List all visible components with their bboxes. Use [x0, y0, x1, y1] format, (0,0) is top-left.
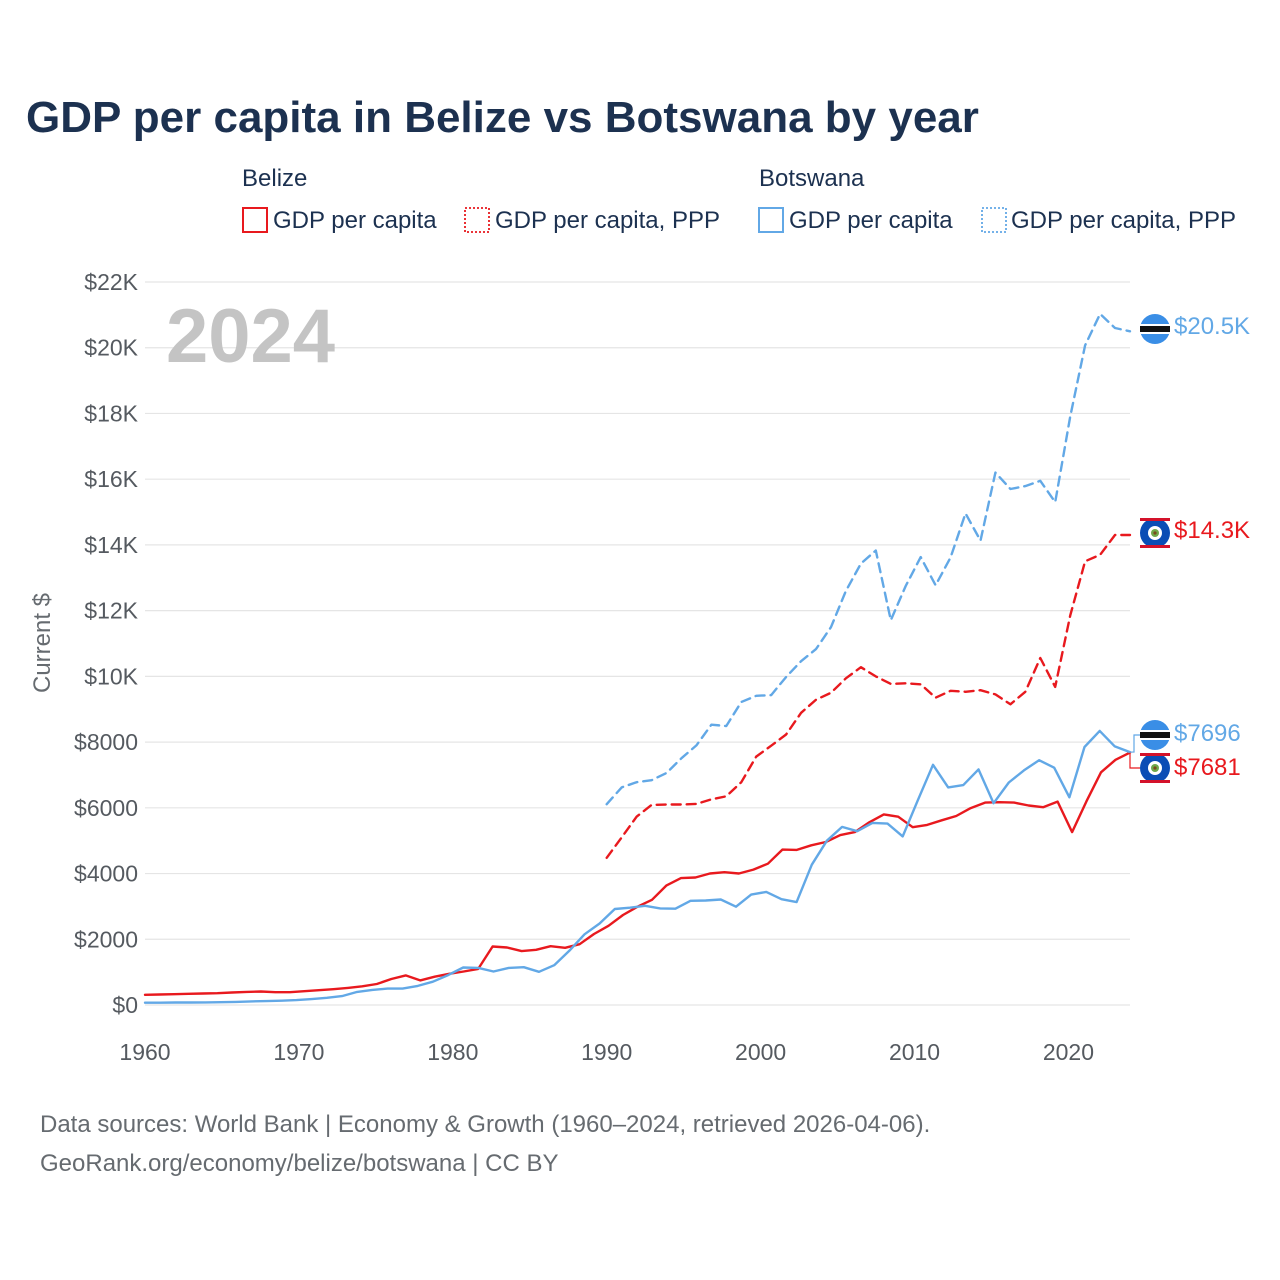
series-line-botswana-ppp	[605, 312, 1132, 806]
end-label-botswana-ppp: $20.5K	[1174, 313, 1250, 340]
y-tick-label: $8000	[74, 729, 138, 755]
end-label-botswana-gdp: $7696	[1174, 720, 1241, 747]
y-tick-label: $0	[112, 992, 138, 1018]
end-markers: $20.5K $14.3K $7696 $7681	[1129, 313, 1250, 783]
legend-label-belize-gdp: GDP per capita	[273, 207, 437, 234]
x-tick-label: 1990	[581, 1039, 632, 1065]
legend: Belize GDP per capita GDP per capita, PP…	[242, 165, 1236, 234]
x-tick-label: 2010	[889, 1039, 940, 1065]
legend-swatch-belize-ppp	[464, 207, 490, 233]
y-tick-label: $14K	[84, 532, 138, 558]
belize-flag-icon	[1140, 518, 1170, 548]
gridlines	[145, 281, 1130, 1006]
legend-swatch-botswana-ppp	[981, 207, 1007, 233]
y-tick-label: $20K	[84, 335, 138, 361]
y-tick-label: $12K	[84, 598, 138, 624]
y-tick-label: $2000	[74, 926, 138, 952]
y-tick-label: $16K	[84, 466, 138, 492]
botswana-flag-icon	[1140, 720, 1170, 750]
legend-label-botswana-gdp: GDP per capita	[789, 207, 953, 234]
y-axis-ticks: $0 $2000 $4000 $6000 $8000 $10K $12K $14K $16K $1…	[74, 269, 139, 1018]
legend-label-belize-ppp: GDP per capita, PPP	[495, 207, 720, 234]
series-line-botswana-gdp	[143, 729, 1132, 1004]
x-tick-label: 1980	[427, 1039, 478, 1065]
end-label-belize-gdp: $7681	[1174, 754, 1241, 781]
x-axis-ticks: 1960 1970 1980 1990 2000 2010 2020	[119, 1039, 1094, 1065]
legend-swatch-belize-gdp	[242, 207, 268, 233]
source-line-1: Data sources: World Bank | Economy & Gro…	[40, 1111, 930, 1138]
source-line-2: GeoRank.org/economy/belize/botswana | CC…	[40, 1150, 559, 1177]
connector-belize-gdp	[1129, 752, 1140, 769]
chart-title: GDP per capita in Belize vs Botswana by …	[26, 93, 979, 142]
y-tick-label: $4000	[74, 861, 138, 887]
series-line-belize-ppp	[605, 533, 1132, 859]
x-tick-label: 2000	[735, 1039, 786, 1065]
y-tick-label: $10K	[84, 663, 138, 689]
x-tick-label: 1960	[119, 1039, 170, 1065]
belize-flag-icon	[1140, 753, 1170, 783]
y-tick-label: $18K	[84, 400, 138, 426]
y-tick-label: $22K	[84, 269, 138, 295]
legend-swatch-botswana-gdp	[758, 207, 784, 233]
botswana-flag-icon	[1140, 314, 1170, 344]
y-axis-label: Current $	[29, 593, 56, 693]
series-lines	[143, 312, 1132, 1004]
legend-label-botswana-ppp: GDP per capita, PPP	[1011, 207, 1236, 234]
year-watermark: 2024	[166, 294, 335, 379]
legend-group-title-belize: Belize	[242, 165, 307, 192]
end-label-belize-ppp: $14.3K	[1174, 517, 1250, 544]
x-tick-label: 2020	[1043, 1039, 1094, 1065]
x-tick-label: 1970	[273, 1039, 324, 1065]
y-tick-label: $6000	[74, 795, 138, 821]
legend-group-title-botswana: Botswana	[759, 165, 865, 192]
connector-botswana-gdp	[1130, 734, 1140, 753]
